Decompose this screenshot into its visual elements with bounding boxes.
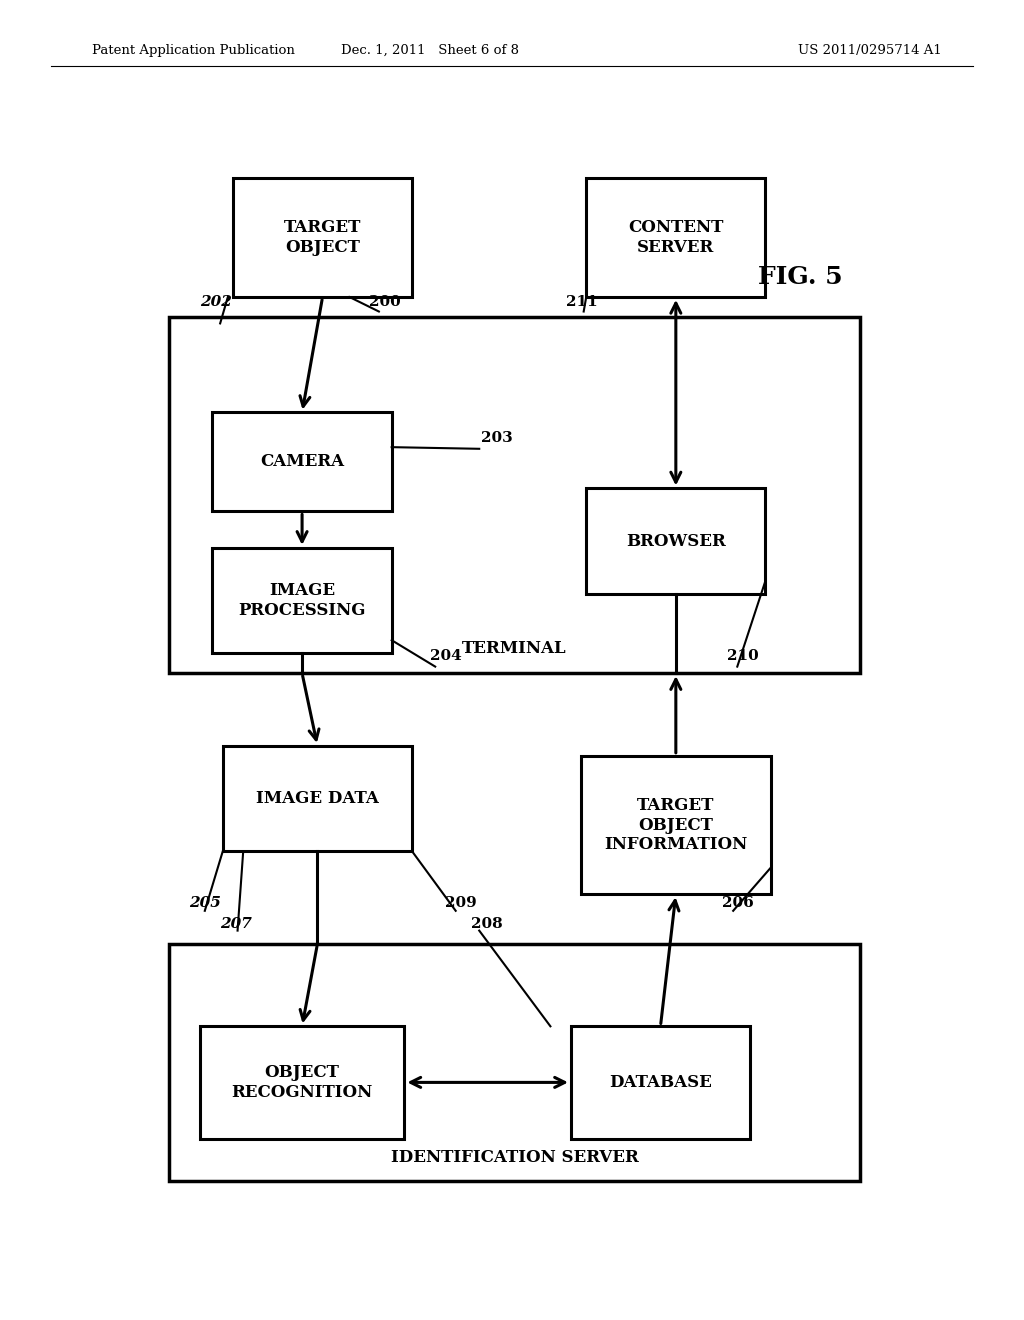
Text: Dec. 1, 2011   Sheet 6 of 8: Dec. 1, 2011 Sheet 6 of 8	[341, 44, 519, 57]
Bar	[571, 1027, 750, 1138]
Text: IMAGE DATA: IMAGE DATA	[256, 791, 379, 807]
Text: TARGET
OBJECT
INFORMATION: TARGET OBJECT INFORMATION	[604, 797, 748, 853]
Text: 211: 211	[566, 296, 598, 309]
Text: DATABASE: DATABASE	[609, 1074, 712, 1090]
Text: 205: 205	[189, 896, 221, 909]
Text: FIG. 5: FIG. 5	[758, 265, 843, 289]
Bar	[582, 755, 770, 895]
Text: CAMERA: CAMERA	[260, 454, 344, 470]
Text: 202: 202	[200, 296, 231, 309]
Bar	[169, 944, 860, 1181]
Text: US 2011/0295714 A1: US 2011/0295714 A1	[799, 44, 942, 57]
Text: IMAGE
PROCESSING: IMAGE PROCESSING	[239, 582, 366, 619]
Text: 204: 204	[430, 649, 462, 663]
Text: TARGET
OBJECT: TARGET OBJECT	[284, 219, 361, 256]
Text: 209: 209	[445, 896, 477, 909]
Bar	[233, 178, 412, 297]
Text: BROWSER: BROWSER	[626, 533, 726, 549]
Bar	[213, 548, 391, 653]
Bar	[223, 746, 412, 851]
Text: TERMINAL: TERMINAL	[462, 640, 567, 657]
Text: CONTENT
SERVER: CONTENT SERVER	[628, 219, 724, 256]
Text: 210: 210	[727, 649, 759, 663]
Bar	[586, 178, 766, 297]
Bar	[200, 1027, 404, 1138]
Text: Patent Application Publication: Patent Application Publication	[92, 44, 295, 57]
Text: 208: 208	[471, 917, 503, 931]
Text: 207: 207	[220, 917, 252, 931]
Text: 203: 203	[481, 432, 513, 445]
Bar	[586, 488, 766, 594]
Text: 200: 200	[369, 296, 400, 309]
Text: 206: 206	[722, 896, 754, 909]
Text: IDENTIFICATION SERVER: IDENTIFICATION SERVER	[391, 1148, 638, 1166]
Bar	[213, 412, 391, 511]
Bar	[169, 317, 860, 673]
Text: OBJECT
RECOGNITION: OBJECT RECOGNITION	[231, 1064, 373, 1101]
